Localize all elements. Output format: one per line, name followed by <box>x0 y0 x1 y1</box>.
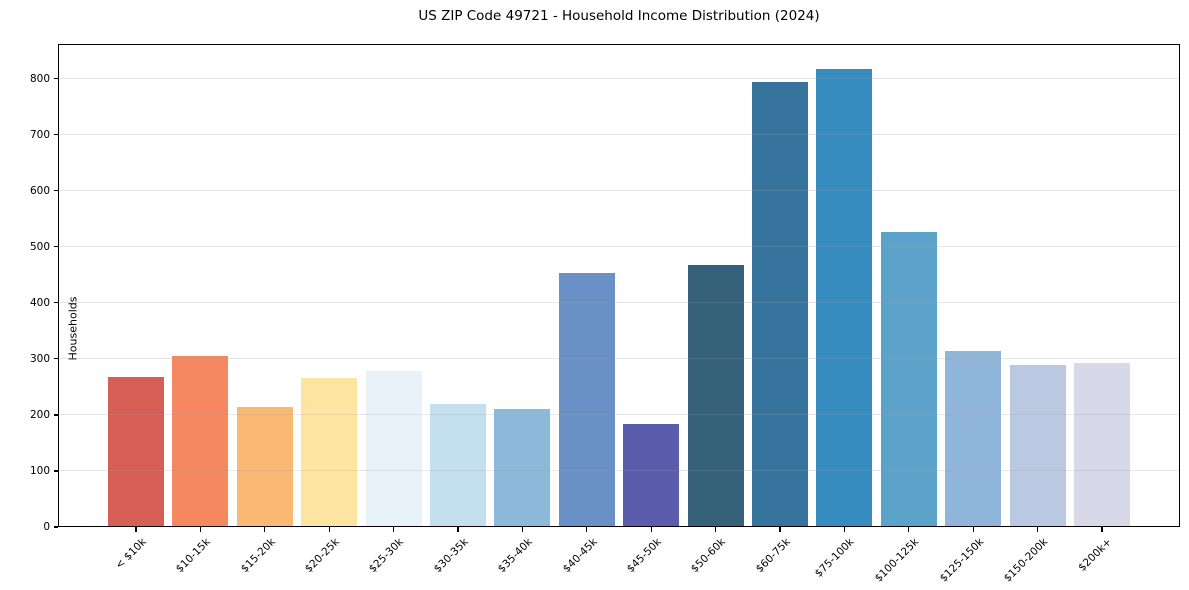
x-tick-mark <box>650 527 652 532</box>
x-tick-mark <box>264 527 266 532</box>
x-tick-label: $200k+ <box>1076 536 1115 574</box>
x-tick-mark <box>1037 527 1039 532</box>
y-tick-label: 100 <box>29 464 50 477</box>
x-tick-mark <box>393 527 395 532</box>
x-tick-mark <box>586 527 588 532</box>
gridline-y-800 <box>58 78 1180 80</box>
x-tick-mark <box>521 527 523 532</box>
x-tick-label: $45-50k <box>624 536 664 576</box>
x-tick-label: $40-45k <box>560 536 600 576</box>
gridline-y-300 <box>58 358 1180 360</box>
x-tick-mark <box>199 527 201 532</box>
x-tick-mark <box>972 527 974 532</box>
x-tick-mark <box>908 527 910 532</box>
x-tick-label: $20-25k <box>302 536 342 576</box>
x-tick-mark <box>843 527 845 532</box>
bar <box>687 265 744 527</box>
x-tick-mark <box>135 527 137 532</box>
y-tick-label: 700 <box>29 128 50 141</box>
x-tick-label: $125-150k <box>937 536 986 585</box>
x-tick-mark <box>457 527 459 532</box>
gridline-y-600 <box>58 190 1180 192</box>
y-tick-mark <box>53 190 58 192</box>
bar <box>1009 364 1066 527</box>
gridline-y-200 <box>58 414 1180 416</box>
bar <box>1074 362 1130 527</box>
y-tick-mark <box>53 246 58 248</box>
x-tick-mark <box>328 527 330 532</box>
gridline-y-500 <box>58 246 1180 248</box>
y-tick-label: 200 <box>29 408 50 421</box>
x-tick-label: $25-30k <box>367 536 407 576</box>
y-tick-label: 300 <box>29 352 50 365</box>
y-tick-label: 0 <box>43 521 50 533</box>
bar <box>236 406 293 527</box>
gridline-y-700 <box>58 134 1180 136</box>
bar <box>172 356 229 527</box>
x-tick-mark <box>779 527 781 532</box>
y-tick-mark <box>53 134 58 136</box>
x-tick-label: < $10k <box>112 536 149 572</box>
x-tick-label: $150-200k <box>1001 536 1051 585</box>
x-tick-label: $30-35k <box>431 536 471 576</box>
x-tick-label: $35-40k <box>495 536 535 576</box>
bar <box>752 82 808 527</box>
y-tick-mark <box>53 302 58 304</box>
bar <box>558 273 615 527</box>
bar <box>816 69 873 527</box>
y-tick-label: 800 <box>29 72 50 85</box>
bar <box>494 409 551 527</box>
bar <box>623 423 680 527</box>
x-tick-mark <box>1101 527 1103 532</box>
y-tick-mark <box>53 470 58 472</box>
x-tick-label: $15-20k <box>238 536 278 576</box>
gridline-y-400 <box>58 302 1180 304</box>
y-tick-label: 500 <box>29 240 50 253</box>
y-tick-mark <box>53 358 58 360</box>
x-tick-label: $10-15k <box>173 536 213 576</box>
y-tick-mark <box>53 526 58 528</box>
y-axis-title: Households <box>66 296 80 361</box>
plot-area: Households 0 100 200 300 400 500 600 700 800 < $1… <box>30 44 1180 585</box>
bar <box>365 371 422 527</box>
x-tick-label: $60-75k <box>753 536 793 576</box>
y-tick-mark <box>53 78 58 80</box>
bar <box>301 377 358 527</box>
y-tick-label: 600 <box>29 184 50 197</box>
bar <box>880 232 937 527</box>
bar <box>430 403 486 527</box>
x-tick-label: $75-100k <box>813 536 857 580</box>
bar <box>945 350 1002 527</box>
y-tick-label: 400 <box>29 296 50 309</box>
chart-title: US ZIP Code 49721 - Household Income Dis… <box>418 8 820 24</box>
x-tick-mark <box>715 527 717 532</box>
x-tick-label: $50-60k <box>689 536 729 576</box>
gridline-y-100 <box>58 470 1180 472</box>
x-tick-label: $100-125k <box>872 536 922 585</box>
y-tick-mark <box>53 414 58 416</box>
bar <box>108 376 164 527</box>
